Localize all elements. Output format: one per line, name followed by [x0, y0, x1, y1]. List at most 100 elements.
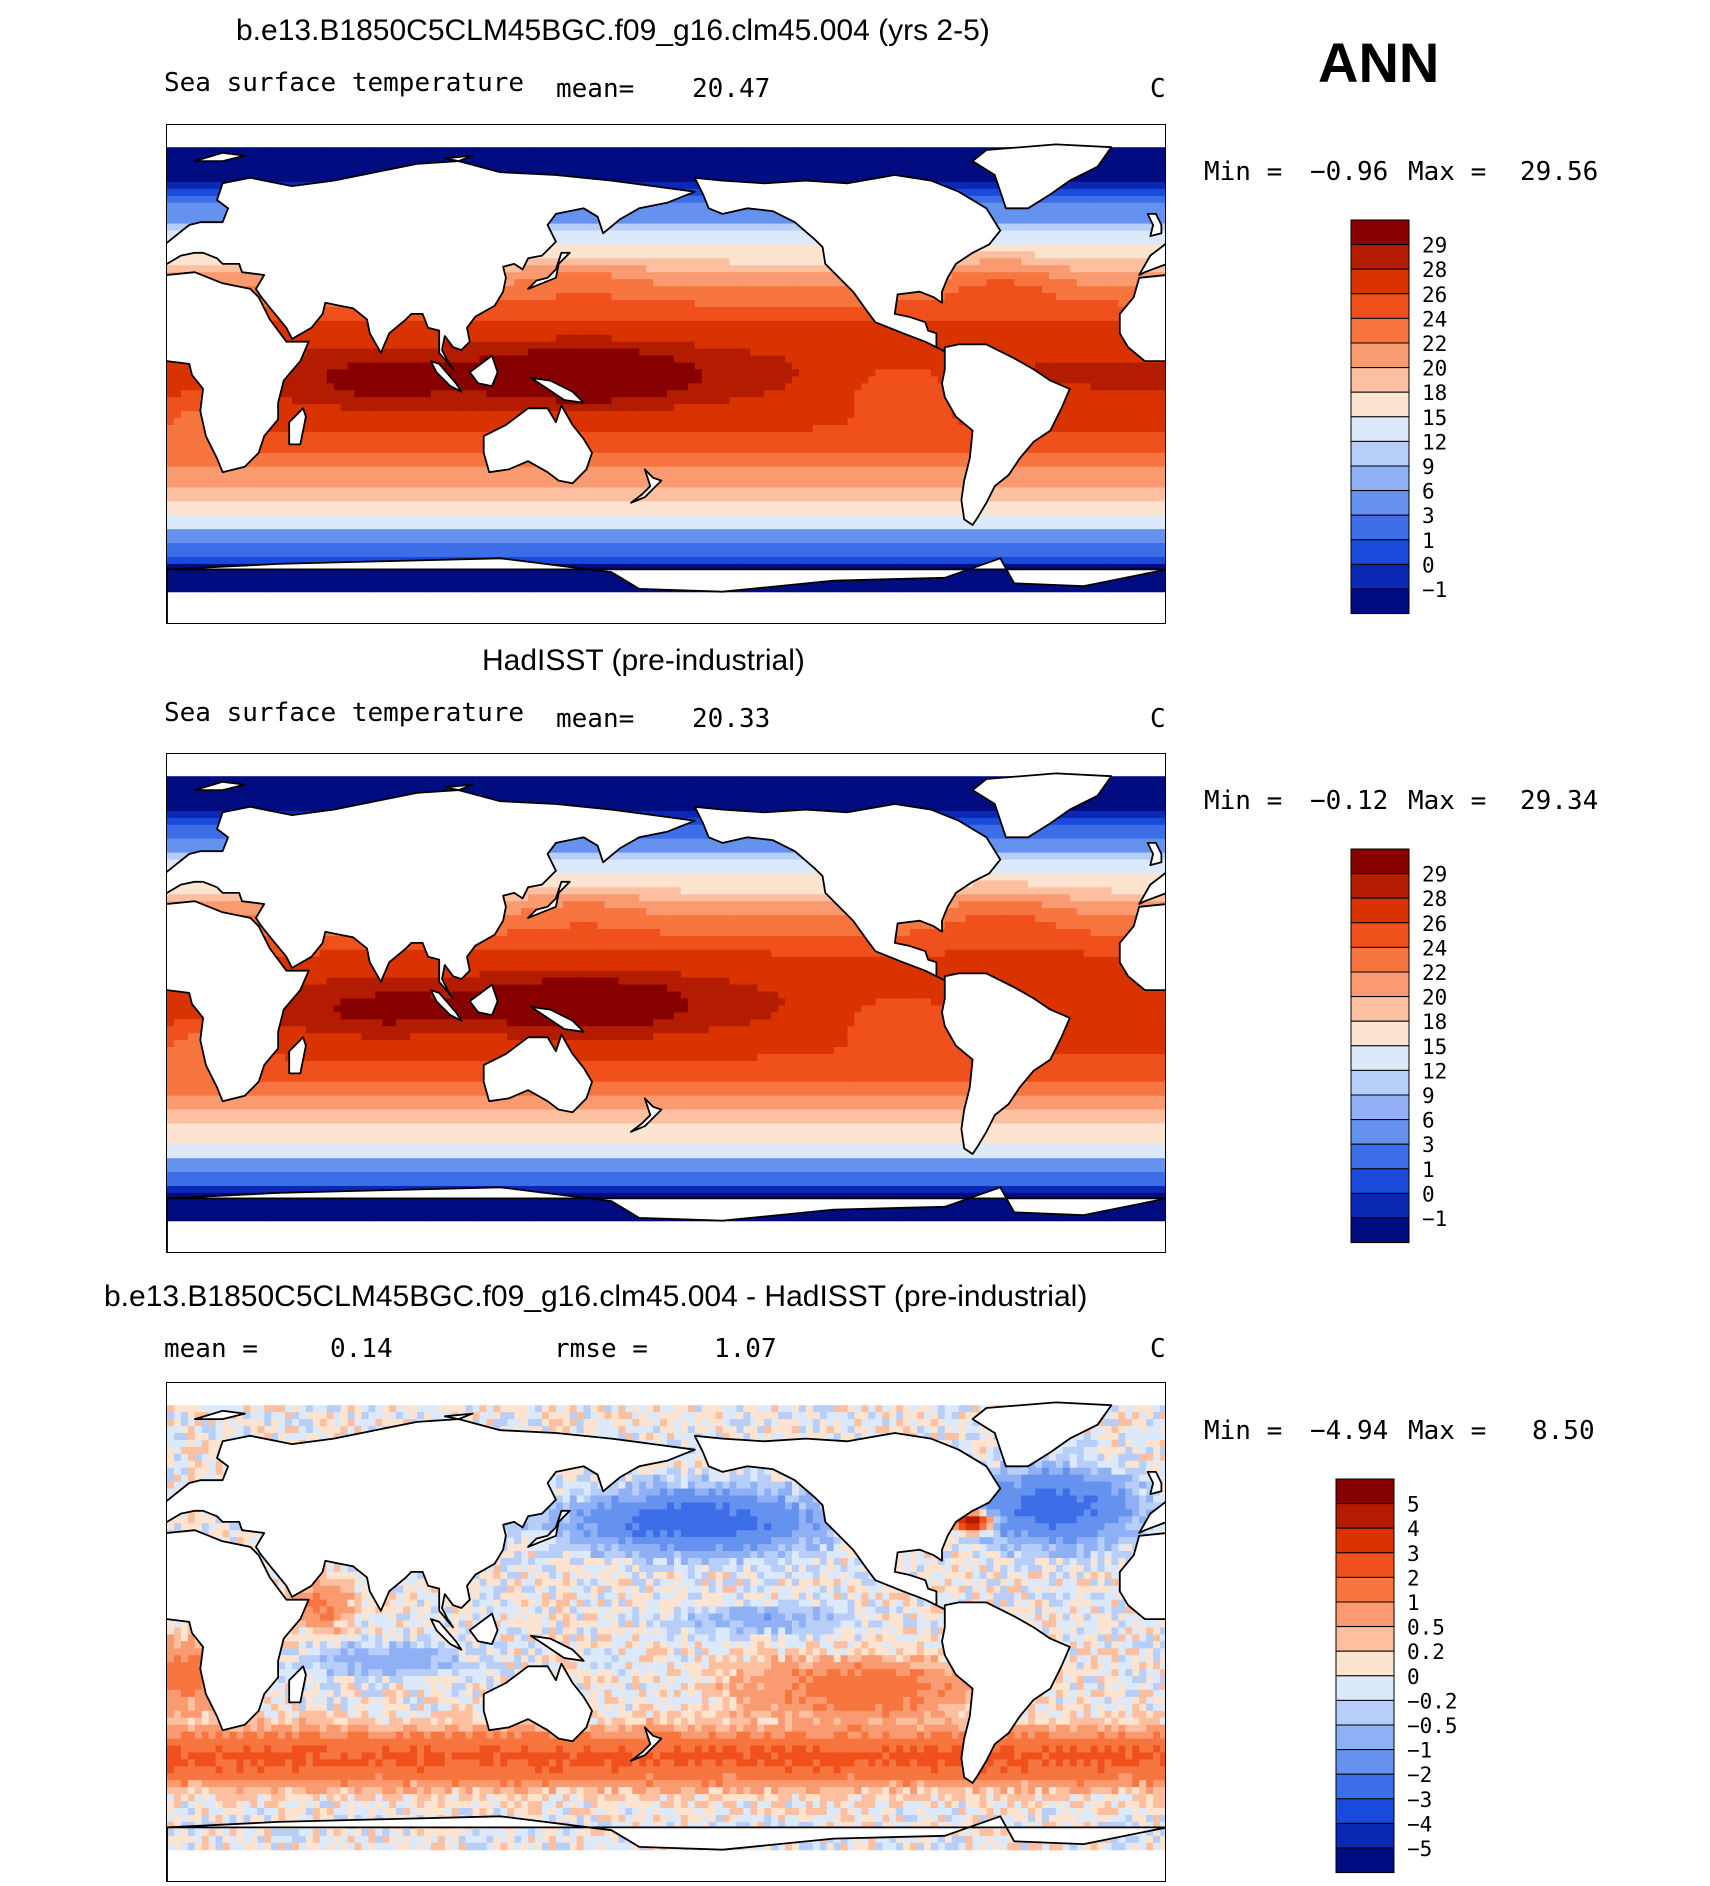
panel3-colorbar-label: −3 — [1407, 1788, 1432, 1812]
panel1-mean-label: mean= — [556, 74, 634, 104]
panel1-colorbar-box — [1350, 367, 1410, 393]
panel1-colorbar-box — [1350, 293, 1410, 319]
panel2-colorbar-box — [1350, 1143, 1410, 1170]
panel2-colorbar-label: 26 — [1422, 912, 1447, 936]
panel1-colorbar-box — [1350, 539, 1410, 565]
panel3-map — [166, 1382, 1166, 1882]
panel1-colorbar-box — [1350, 588, 1410, 615]
panel1-colorbar-label: 20 — [1422, 357, 1447, 381]
panel1-variable: Sea surface temperature — [164, 68, 524, 98]
panel1-colorbar-label: 28 — [1422, 258, 1447, 282]
panel3-rmse-value: 1.07 — [714, 1334, 777, 1364]
panel2-colorbar-box — [1350, 1119, 1410, 1145]
panel2-colorbar-box — [1350, 1045, 1410, 1071]
panel1-colorbar-box — [1350, 317, 1410, 344]
panel3-colorbar: 5 4 3 2 1 0.5 0.2 0 −0.2 −0.5 −1 −2 −3 −4 −5 — [1335, 1478, 1515, 1876]
panel2-colorbar-box — [1350, 922, 1410, 948]
panel3-colorbar-label: 0 — [1407, 1665, 1420, 1689]
panel2-min-value: −0.12 — [1310, 786, 1388, 816]
panel3-colorbar-label: 2 — [1407, 1566, 1420, 1590]
panel3-colorbar-box — [1335, 1749, 1395, 1775]
panel3-colorbar-box — [1335, 1724, 1395, 1751]
panel2-colorbar-label: 29 — [1422, 863, 1447, 887]
panel1-map-svg — [167, 143, 1165, 623]
panel1-colorbar-box — [1350, 391, 1410, 418]
panel3-map-svg — [167, 1401, 1165, 1881]
panel1-colorbar-label: 18 — [1422, 381, 1447, 405]
panel2-map-svg — [167, 772, 1165, 1252]
panel3-colorbar-label: −0.5 — [1407, 1714, 1458, 1738]
panel3-colorbar-box — [1335, 1626, 1395, 1652]
panel2-mean-label: mean= — [556, 704, 634, 734]
panel3-colorbar-box — [1335, 1822, 1395, 1849]
panel2-units: C — [1150, 704, 1166, 734]
panel2-colorbar-label: 15 — [1422, 1035, 1447, 1059]
panel3-colorbar-label: 0.5 — [1407, 1616, 1445, 1640]
panel3-colorbar-box — [1335, 1699, 1395, 1726]
panel3-colorbar-label: −5 — [1407, 1837, 1432, 1861]
panel2-colorbar-label: 24 — [1422, 936, 1447, 960]
panel3-coastlines — [167, 1401, 1165, 1881]
panel1-colorbar-box — [1350, 416, 1410, 442]
panel1-colorbar-label: 3 — [1422, 504, 1435, 528]
panel3-max-value: 8.50 — [1532, 1416, 1595, 1446]
panel3-colorbar-box — [1335, 1503, 1395, 1529]
panel2-colorbar-label: 18 — [1422, 1010, 1447, 1034]
panel2-colorbar-label: 3 — [1422, 1133, 1435, 1157]
panel2-colorbar-box — [1350, 996, 1410, 1022]
panel3-units: C — [1150, 1334, 1166, 1364]
panel1-min-value: −0.96 — [1310, 157, 1388, 187]
panel1-colorbar-box — [1350, 219, 1410, 246]
panel2-colorbar-label: 28 — [1422, 887, 1447, 911]
panel2-colorbar-label: 20 — [1422, 986, 1447, 1010]
panel3-colorbar-box — [1335, 1527, 1395, 1554]
panel2-colorbar-box — [1350, 1069, 1410, 1096]
panel3-colorbar-box — [1335, 1773, 1395, 1800]
panel1-colorbar-label: 26 — [1422, 283, 1447, 307]
panel1-coastlines — [167, 143, 1165, 623]
panel3-colorbar-box — [1335, 1847, 1395, 1874]
panel1-colorbar-label: 29 — [1422, 234, 1447, 258]
panel2-colorbar-box — [1350, 971, 1410, 998]
panel1-colorbar-box — [1350, 342, 1410, 369]
panel2-max-value: 29.34 — [1520, 786, 1598, 816]
panel1-colorbar-label: 0 — [1422, 553, 1435, 577]
panel2-colorbar-box — [1350, 946, 1410, 973]
panel1-colorbar-box — [1350, 465, 1410, 492]
panel1-colorbar-label: 22 — [1422, 332, 1447, 356]
panel1-colorbar-box — [1350, 514, 1410, 541]
panel1-colorbar-label: 6 — [1422, 480, 1435, 504]
panel3-title: b.e13.B1850C5CLM45BGC.f09_g16.clm45.004 … — [104, 1280, 1087, 1314]
panel2-colorbar-label: −1 — [1422, 1207, 1447, 1231]
panel1-colorbar-box — [1350, 490, 1410, 516]
panel3-mean-label: mean = — [164, 1334, 258, 1364]
panel3-colorbar-box — [1335, 1576, 1395, 1603]
panel1-colorbar: 29 28 26 24 22 20 18 15 12 9 6 3 1 0 −1 — [1350, 219, 1530, 617]
panel1-colorbar-box — [1350, 268, 1410, 295]
panel1-max-label: Max = — [1408, 157, 1486, 187]
panel2-max-label: Max = — [1408, 786, 1486, 816]
panel3-colorbar-label: 3 — [1407, 1542, 1420, 1566]
panel3-colorbar-label: −2 — [1407, 1763, 1432, 1787]
panel1-colorbar-box — [1350, 440, 1410, 467]
panel2-colorbar-box — [1350, 1192, 1410, 1219]
panel2-title: HadISST (pre-industrial) — [482, 644, 805, 678]
panel1-colorbar-label: 1 — [1422, 529, 1435, 553]
panel1-map — [166, 124, 1166, 624]
panel3-colorbar-box — [1335, 1552, 1395, 1578]
panel3-colorbar-label: 0.2 — [1407, 1640, 1445, 1664]
panel1-mean-value: 20.47 — [692, 74, 770, 104]
panel2-colorbar-label: 6 — [1422, 1109, 1435, 1133]
panel3-colorbar-box — [1335, 1798, 1395, 1824]
panel2-colorbar-label: 22 — [1422, 961, 1447, 985]
panel2-colorbar-label: 0 — [1422, 1182, 1435, 1206]
panel2-min-label: Min = — [1204, 786, 1282, 816]
panel3-colorbar-box — [1335, 1478, 1395, 1505]
panel1-units: C — [1150, 74, 1166, 104]
panel1-colorbar-label: 12 — [1422, 430, 1447, 454]
panel1-title: b.e13.B1850C5CLM45BGC.f09_g16.clm45.004 … — [236, 14, 990, 48]
panel2-colorbar-box — [1350, 848, 1410, 875]
